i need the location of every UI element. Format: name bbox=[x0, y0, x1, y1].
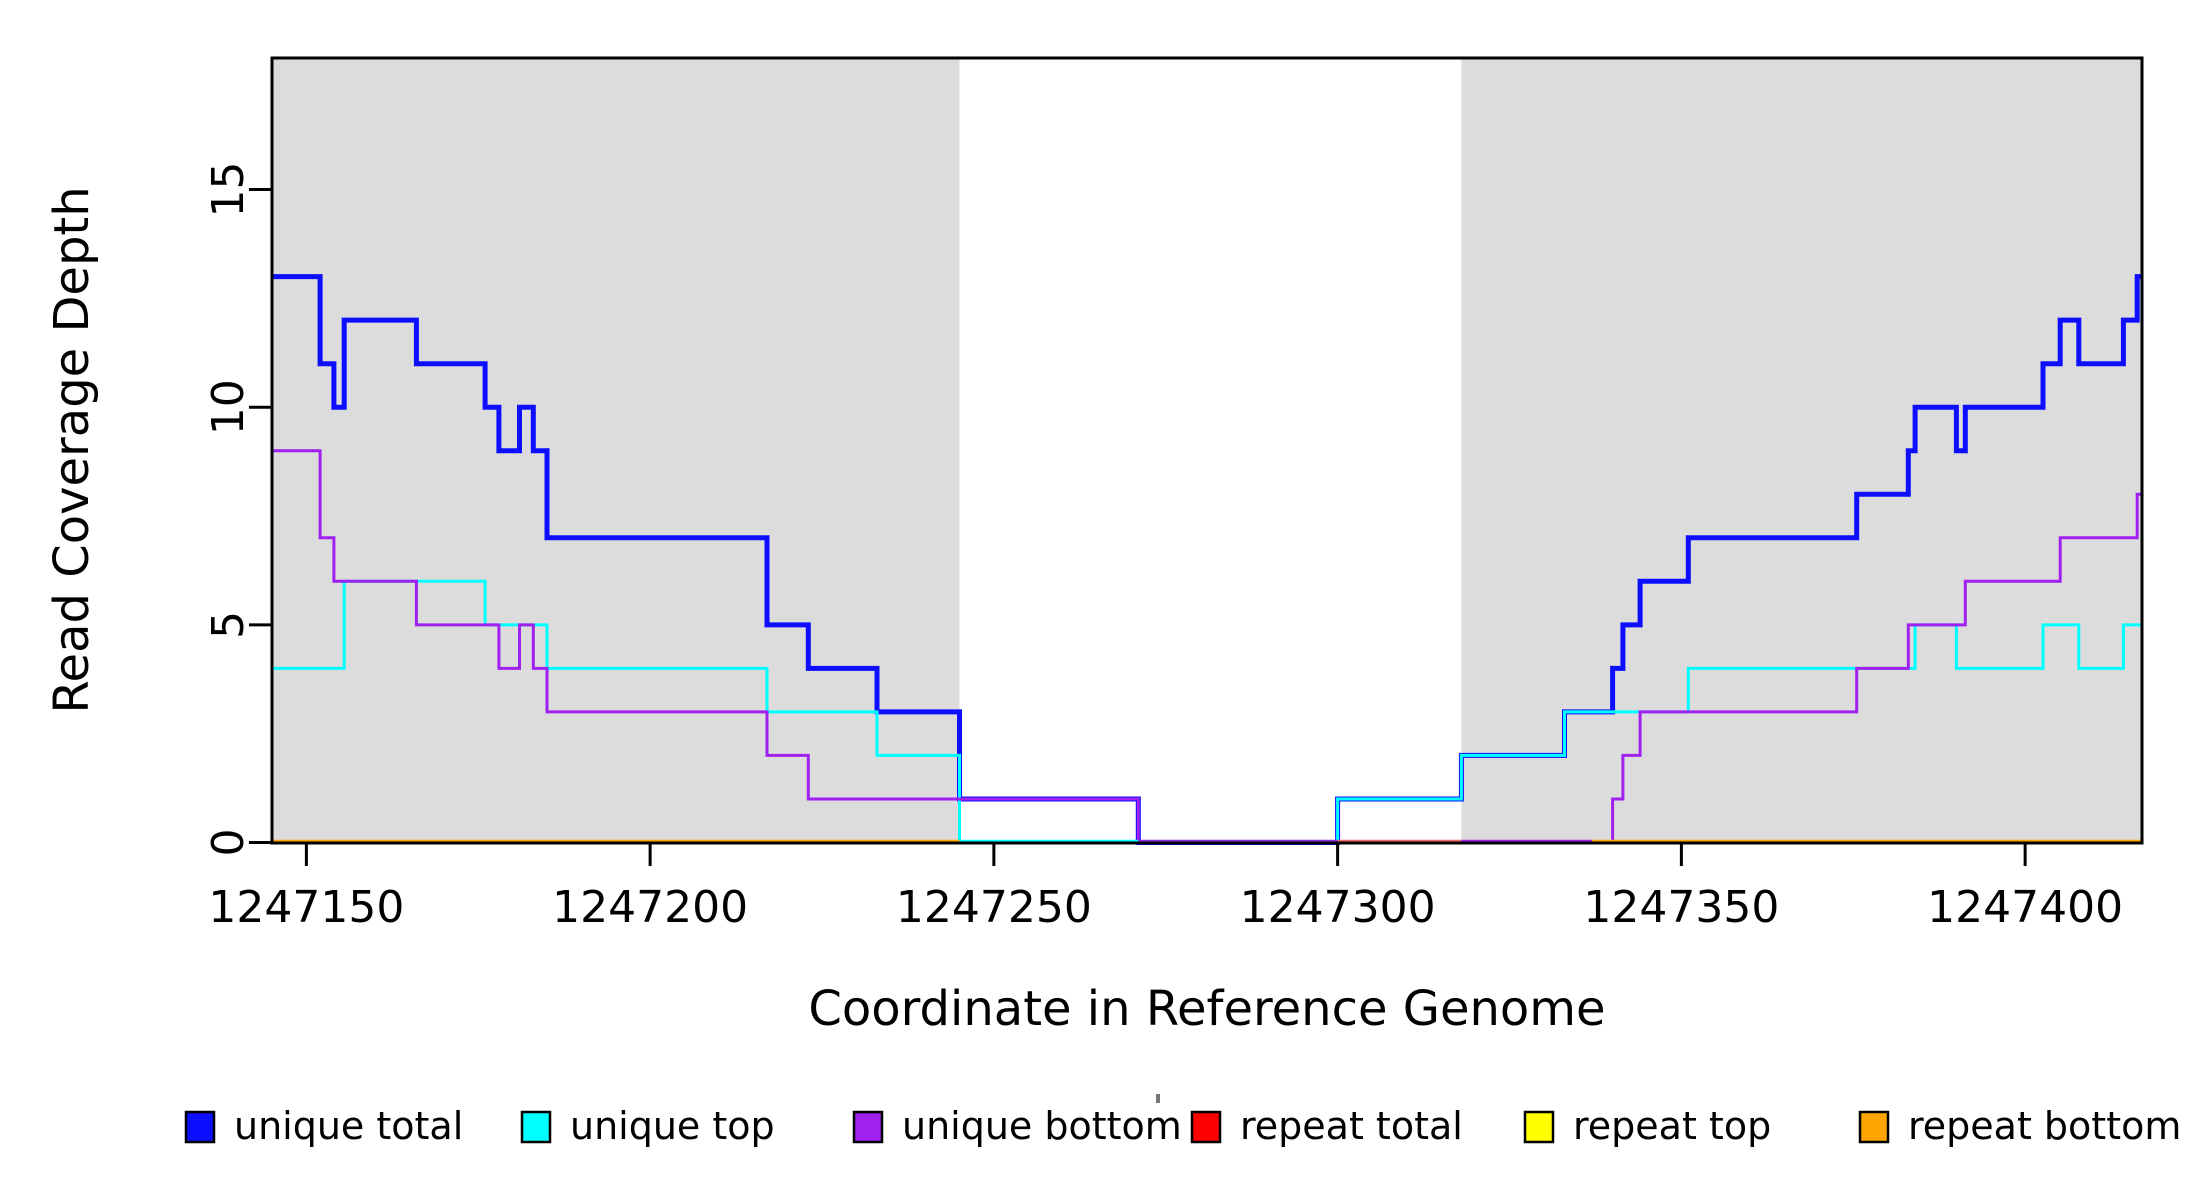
x-axis-title: Coordinate in Reference Genome bbox=[808, 981, 1605, 1037]
series-unique-bottom-line bbox=[272, 449, 2142, 844]
y-tick-label: 10 bbox=[203, 379, 254, 435]
legend-swatch-unique-bottom bbox=[852, 1110, 884, 1144]
legend-item-unique-bottom: unique bottom bbox=[852, 1104, 1182, 1148]
legend-item-unique-total: unique total bbox=[184, 1104, 463, 1148]
legend-swatch-repeat-bottom bbox=[1858, 1110, 1890, 1144]
legend-swatch-repeat-top bbox=[1523, 1110, 1555, 1144]
repeat-shaded-regions bbox=[272, 58, 2142, 843]
x-tick-label: 1247150 bbox=[208, 882, 404, 933]
y-tick-label: 5 bbox=[203, 611, 254, 639]
x-tick-label: 1247300 bbox=[1240, 882, 1436, 933]
series-unique-top-line bbox=[272, 579, 2142, 844]
y-axis-title: Read Coverage Depth bbox=[44, 186, 100, 713]
legend-label-unique-total: unique total bbox=[234, 1104, 463, 1148]
legend-item-repeat-total: repeat total bbox=[1190, 1104, 1463, 1148]
speck-artifact bbox=[1156, 1094, 1160, 1103]
legend-label-repeat-top: repeat top bbox=[1573, 1104, 1771, 1148]
legend-label-unique-top: unique top bbox=[570, 1104, 775, 1148]
x-tick-label: 1247250 bbox=[896, 882, 1092, 933]
legend-item-unique-top: unique top bbox=[520, 1104, 775, 1148]
x-tick-label: 1247350 bbox=[1583, 882, 1779, 933]
x-tick-label: 1247400 bbox=[1927, 882, 2123, 933]
y-tick-label: 0 bbox=[203, 829, 254, 857]
legend-item-repeat-bottom: repeat bottom bbox=[1858, 1104, 2181, 1148]
legend: unique total unique top unique bottom repea… bbox=[184, 1104, 2181, 1148]
legend-label-repeat-bottom: repeat bottom bbox=[1908, 1104, 2181, 1148]
axes: 1247150 1247200 1247250 1247300 1247350 12474… bbox=[203, 162, 2123, 933]
legend-item-repeat-top: repeat top bbox=[1523, 1104, 1771, 1148]
plot-border bbox=[270, 56, 2144, 845]
y-tick-label: 15 bbox=[203, 162, 254, 218]
legend-swatch-repeat-total bbox=[1190, 1110, 1222, 1144]
legend-label-unique-bottom: unique bottom bbox=[902, 1104, 1182, 1148]
repeat-region-0 bbox=[272, 58, 960, 843]
legend-label-repeat-total: repeat total bbox=[1240, 1104, 1463, 1148]
legend-swatch-unique-top bbox=[520, 1110, 552, 1144]
x-tick-label: 1247200 bbox=[552, 882, 748, 933]
legend-swatch-unique-total bbox=[184, 1110, 216, 1144]
